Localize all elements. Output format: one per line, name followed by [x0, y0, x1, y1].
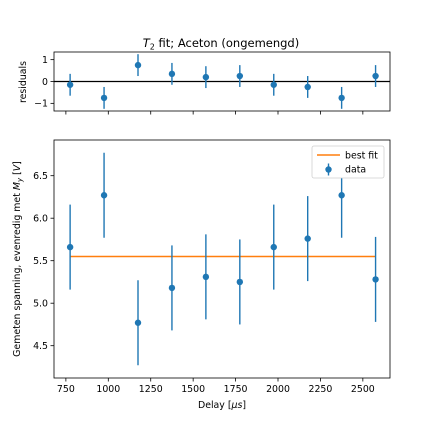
y-tick-label: 6.5	[33, 171, 48, 182]
x-tick-label: 1000	[96, 384, 120, 395]
residual-point	[202, 73, 210, 81]
residual-point	[236, 72, 244, 80]
title-subscript: 2	[150, 43, 155, 52]
residuals-y-tick-label: 0	[42, 77, 48, 88]
data-point	[168, 284, 176, 292]
data-point	[304, 235, 311, 242]
residuals-y-axis-label: residuals	[18, 61, 29, 103]
x-tick-label: 1250	[139, 384, 163, 395]
data-point	[270, 243, 277, 251]
y-tick-label: 5.0	[33, 299, 48, 310]
residual-point	[270, 81, 277, 88]
data-point	[66, 243, 74, 251]
legend-fit-label: best fit	[345, 151, 378, 162]
residuals-y-tick-label: 1	[42, 55, 48, 66]
residuals-y-tick-label: −1	[34, 99, 48, 110]
data-point	[372, 276, 379, 283]
x-tick-label: 2000	[266, 384, 290, 395]
main-x-ticks: 750 1000 1250 1500 1750 2000 2250 2500	[57, 378, 375, 395]
residual-point	[66, 81, 74, 88]
main-y-ticks: 4.5 5.0 5.5 6.0 6.5	[33, 171, 54, 352]
y-axis-label: Gemeten spanning, evenredig met My [V]	[12, 161, 24, 357]
y-tick-label: 4.5	[33, 341, 48, 352]
data-point	[100, 192, 108, 199]
x-tick-label: 2500	[351, 384, 375, 395]
data-point	[338, 192, 345, 199]
residual-point	[134, 61, 142, 69]
residual-point	[100, 94, 108, 102]
residual-point	[168, 70, 176, 78]
title-symbol: T	[143, 36, 151, 50]
data-point	[134, 319, 142, 326]
x-tick-label: 750	[57, 384, 75, 395]
data-point	[236, 278, 244, 286]
residual-point	[304, 83, 311, 91]
legend-data-swatch	[325, 163, 332, 176]
x-axis-label: Delay [μs]	[198, 400, 246, 411]
x-tick-label: 1500	[181, 384, 205, 395]
title-rest: fit; Aceton (ongemengd)	[155, 36, 299, 50]
x-tick-label: 2250	[308, 384, 332, 395]
legend-data-marker	[325, 166, 332, 173]
chart-title: T2 fit; Aceton (ongemengd)	[143, 36, 299, 52]
residuals-y-ticks: −1 0 1	[34, 55, 54, 110]
residuals-x-ticks	[65, 111, 364, 115]
main-panel: 4.5 5.0 5.5 6.0 6.5 750 1000 1250 1500 1750 2000 2…	[12, 139, 391, 411]
residual-point	[338, 94, 345, 102]
legend-data-label: data	[345, 165, 366, 176]
residuals-points	[66, 54, 379, 109]
y-tick-label: 5.5	[33, 256, 48, 267]
data-point	[202, 273, 210, 281]
x-tick-label: 1750	[224, 384, 248, 395]
residuals-panel: T2 fit; Aceton (ongemengd) −1 0 1 residual…	[18, 36, 391, 115]
data-points	[66, 152, 379, 366]
y-tick-label: 6.0	[33, 214, 48, 225]
main-frame	[53, 139, 391, 379]
residual-point	[372, 72, 379, 80]
legend: best fit data	[311, 145, 385, 179]
